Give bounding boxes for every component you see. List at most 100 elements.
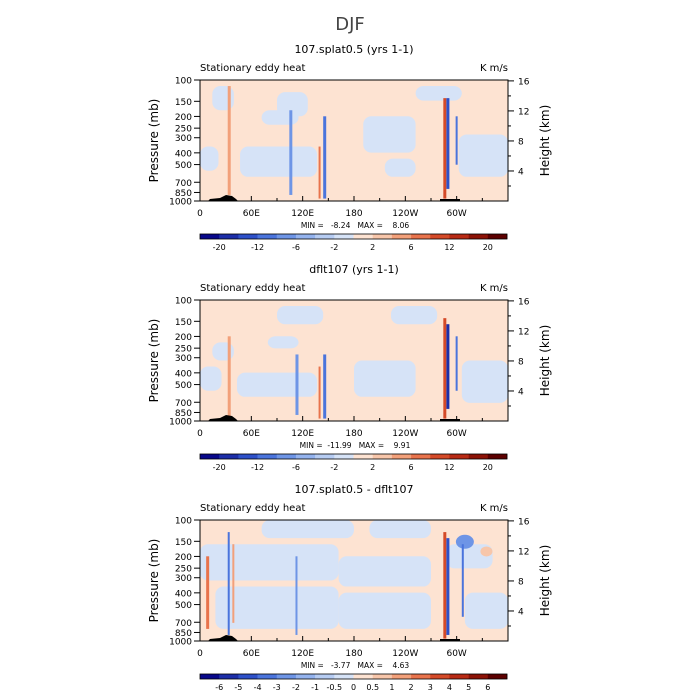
topography <box>440 199 460 201</box>
negative-region <box>338 556 431 587</box>
colorbar-label: -20 <box>213 243 226 252</box>
colorbar-label: 12 <box>444 463 454 472</box>
negative-region <box>390 306 438 325</box>
colorbar-swatch <box>372 234 393 239</box>
y-right-tick-label: 8 <box>518 137 524 147</box>
y-tick-label: 300 <box>175 354 192 364</box>
negative-region <box>277 306 324 325</box>
topography <box>208 635 238 641</box>
negative-region <box>240 146 318 177</box>
x-tick-label: 0 <box>197 429 203 439</box>
y-right-tick-label: 8 <box>518 577 524 587</box>
y-right-tick-label: 4 <box>518 387 524 397</box>
colorbar-swatch <box>430 454 450 459</box>
colorbar-swatch <box>238 234 258 239</box>
y-tick-label: 500 <box>175 601 192 611</box>
y-right-tick-label: 16 <box>518 517 530 527</box>
y-right-tick-label: 8 <box>518 357 524 367</box>
colorbar-swatch <box>238 674 258 679</box>
colorbar-swatch <box>334 454 354 459</box>
contour-feature <box>295 556 298 635</box>
colorbar-swatch <box>276 234 297 239</box>
colorbar-label: -12 <box>251 463 264 472</box>
x-tick-label: 120W <box>392 649 418 659</box>
colorbar-swatch <box>353 454 373 459</box>
colorbar-swatch <box>257 674 278 679</box>
y-tick-label: 150 <box>175 98 192 108</box>
y-tick-label: 100 <box>175 77 192 87</box>
y-tick-label: 1000 <box>169 638 192 648</box>
contour-feature <box>227 336 231 419</box>
colorbar-label: 2 <box>370 463 375 472</box>
colorbar-label: 4 <box>447 683 452 692</box>
panel-units-label: K m/s <box>480 503 508 514</box>
colorbar-swatch <box>449 454 469 459</box>
negative-region <box>369 520 431 539</box>
colorbar-label: -5 <box>234 683 242 692</box>
colorbar-swatch <box>411 234 431 239</box>
colorbar-swatch <box>353 234 373 239</box>
contour-feature <box>323 116 327 199</box>
colorbar-label: -6 <box>292 243 300 252</box>
y-tick-label: 250 <box>175 345 192 355</box>
y-tick-label: 1000 <box>169 418 192 428</box>
contour-feature <box>446 324 450 409</box>
negative-region <box>236 372 318 397</box>
y-tick-label: 100 <box>175 517 192 527</box>
contour-feature <box>323 354 327 419</box>
y-right-axis-label: Height (km) <box>538 545 552 616</box>
colorbar-swatch <box>334 674 354 679</box>
y-tick-label: 400 <box>175 149 192 159</box>
topography <box>440 419 460 421</box>
colorbar-swatch <box>468 234 489 239</box>
y-tick-label: 700 <box>175 399 192 409</box>
negative-region <box>267 336 299 349</box>
colorbar-swatch <box>315 454 335 459</box>
colorbar-swatch <box>391 234 412 239</box>
negative-region <box>200 146 219 171</box>
colorbar-swatch <box>430 674 450 679</box>
topography <box>440 639 460 641</box>
colorbar-swatch <box>295 454 316 459</box>
field-background <box>200 300 508 421</box>
colorbar-label: -2 <box>330 463 338 472</box>
colorbar-swatch <box>200 454 220 459</box>
y-tick-label: 500 <box>175 381 192 391</box>
x-tick-label: 120W <box>392 429 418 439</box>
colorbar-swatch <box>295 234 316 239</box>
contour-field <box>200 520 508 641</box>
negative-region <box>384 158 416 177</box>
colorbar-label: 0.5 <box>366 683 379 692</box>
colorbar-swatch <box>468 674 489 679</box>
negative-region <box>415 86 462 101</box>
panel-title: 107.splat0.5 (yrs 1-1) <box>294 43 413 56</box>
y-tick-label: 200 <box>175 553 192 563</box>
y-right-tick-label: 12 <box>518 107 529 117</box>
negative-region <box>461 360 508 403</box>
colorbar-swatch <box>411 454 431 459</box>
y-axis-label: Pressure (mb) <box>147 319 161 403</box>
x-tick-label: 180 <box>345 209 362 219</box>
negative-region <box>261 520 354 539</box>
colorbar-swatch <box>315 674 335 679</box>
panel-3: 107.splat0.5 - dflt107 Stationary eddy he… <box>147 483 552 692</box>
negative-region <box>464 592 508 629</box>
x-tick-label: 60W <box>446 649 466 659</box>
colorbar-label: 20 <box>483 243 493 252</box>
contour-field <box>200 80 508 201</box>
contour-feature <box>455 336 458 391</box>
colorbar-label: -6 <box>292 463 300 472</box>
colorbar-swatch <box>449 674 469 679</box>
contour-feature <box>206 556 210 629</box>
contour-field <box>200 300 508 421</box>
topography <box>208 415 238 421</box>
panel-2: dflt107 (yrs 1-1) Stationary eddy heat K m… <box>147 263 552 472</box>
contour-feature <box>318 146 321 199</box>
colorbar: -6 -5 -4 -3 -2 -1 -0.5 0 0.5 1 2 3 4 5 6 <box>199 673 508 692</box>
x-tick-label: 60E <box>243 649 260 659</box>
colorbar-swatch <box>200 674 220 679</box>
y-axis-label: Pressure (mb) <box>147 99 161 183</box>
colorbar-swatch <box>372 454 393 459</box>
colorbar-label: 3 <box>428 683 433 692</box>
